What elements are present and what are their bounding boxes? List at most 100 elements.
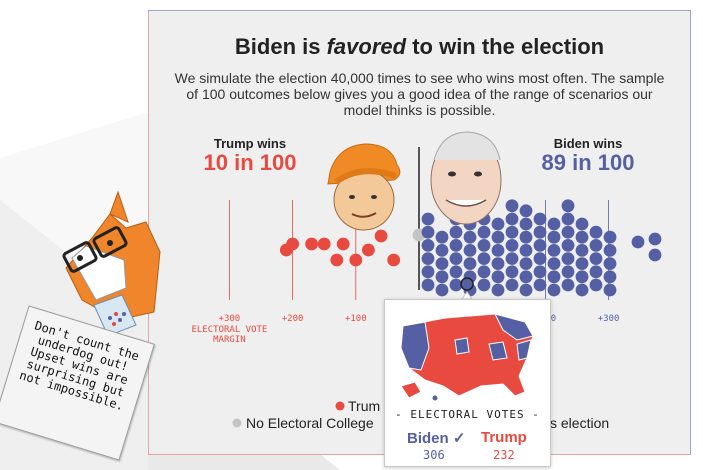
biden-outcome-dot[interactable] — [561, 252, 575, 265]
biden-outcome-dot[interactable] — [463, 230, 477, 244]
biden-outcome-dot[interactable] — [491, 283, 505, 297]
biden-outcome-dot[interactable] — [421, 278, 435, 292]
biden-outcome-dot[interactable] — [533, 252, 547, 265]
biden-outcome-dot[interactable] — [505, 278, 519, 292]
biden-outcome-dot[interactable] — [589, 278, 603, 292]
biden-outcome-dot[interactable] — [589, 265, 603, 279]
biden-outcome-dot[interactable] — [435, 230, 449, 244]
biden-outcome-dot[interactable] — [603, 257, 617, 270]
biden-outcome-dot[interactable] — [421, 239, 435, 252]
biden-outcome-dot[interactable] — [547, 257, 561, 270]
biden-outcome-dot[interactable] — [575, 257, 589, 270]
biden-outcome-dot[interactable] — [589, 252, 603, 265]
highlighted-outcome-dot[interactable] — [460, 277, 474, 291]
biden-outcome-dot[interactable] — [561, 239, 575, 252]
trump-outcome-dot[interactable] — [317, 237, 331, 251]
biden-outcome-dot[interactable] — [547, 217, 561, 231]
biden-outcome-dot[interactable] — [575, 270, 589, 284]
biden-outcome-dot[interactable] — [421, 225, 435, 239]
trump-outcome-dot[interactable] — [387, 253, 401, 267]
biden-outcome-dot[interactable] — [533, 212, 547, 226]
biden-outcome-dot[interactable] — [477, 265, 491, 279]
biden-outcome-dot[interactable] — [463, 257, 477, 270]
biden-outcome-dot[interactable] — [575, 283, 589, 297]
biden-outcome-dot[interactable] — [533, 225, 547, 239]
fox-mascot-illustration — [62, 190, 161, 337]
biden-outcome-dot[interactable] — [575, 230, 589, 244]
biden-outcome-dot[interactable] — [631, 235, 645, 249]
biden-outcome-dot[interactable] — [505, 239, 519, 252]
biden-outcome-dot[interactable] — [435, 257, 449, 270]
biden-outcome-dot[interactable] — [519, 204, 533, 218]
biden-outcome-dot[interactable] — [575, 217, 589, 231]
biden-outcome-dot[interactable] — [519, 270, 533, 284]
biden-outcome-dot[interactable] — [491, 244, 505, 257]
biden-outcome-dot[interactable] — [547, 230, 561, 244]
biden-outcome-dot[interactable] — [603, 230, 617, 244]
biden-outcome-dot[interactable] — [505, 225, 519, 239]
biden-outcome-dot[interactable] — [519, 244, 533, 257]
biden-outcome-dot[interactable] — [519, 257, 533, 270]
biden-outcome-dot[interactable] — [575, 244, 589, 257]
biden-outcome-dot[interactable] — [533, 239, 547, 252]
biden-outcome-dot[interactable] — [491, 230, 505, 244]
biden-outcome-dot[interactable] — [477, 278, 491, 292]
biden-outcome-dot[interactable] — [603, 283, 617, 297]
biden-outcome-dot[interactable] — [505, 212, 519, 226]
trump-outcome-dot[interactable] — [305, 237, 318, 251]
biden-outcome-dot[interactable] — [449, 278, 463, 292]
legend-trump-dot — [335, 401, 345, 411]
biden-outcome-dot[interactable] — [519, 230, 533, 244]
biden-outcome-dot[interactable] — [449, 225, 463, 239]
biden-outcome-dot[interactable] — [505, 252, 519, 265]
biden-outcome-dot[interactable] — [421, 265, 435, 279]
biden-outcome-dot[interactable] — [589, 225, 603, 239]
biden-outcome-dot[interactable] — [505, 199, 519, 213]
biden-outcome-dot[interactable] — [547, 244, 561, 257]
biden-outcome-dot[interactable] — [435, 270, 449, 284]
biden-outcome-dot[interactable] — [463, 244, 477, 257]
biden-outcome-dot[interactable] — [491, 217, 505, 231]
legend-no-majority-text: No Electoral College — [246, 415, 374, 431]
biden-outcome-dot[interactable] — [421, 212, 435, 226]
x-tick-label: +200 — [282, 314, 304, 324]
biden-outcome-dot[interactable] — [449, 252, 463, 265]
biden-outcome-dot[interactable] — [603, 270, 617, 284]
biden-outcome-dot[interactable] — [561, 278, 575, 292]
biden-outcome-dot[interactable] — [519, 283, 533, 297]
trump-outcome-dot[interactable] — [374, 229, 388, 243]
legend-no-majority-dot — [232, 418, 242, 428]
biden-outcome-dot[interactable] — [648, 232, 662, 246]
biden-outcome-dot[interactable] — [603, 244, 617, 257]
biden-outcome-dot[interactable] — [561, 225, 575, 239]
biden-outcome-dot[interactable] — [421, 252, 435, 265]
biden-outcome-dot[interactable] — [561, 265, 575, 279]
biden-outcome-dot[interactable] — [449, 265, 463, 279]
biden-outcome-dot[interactable] — [435, 283, 449, 297]
trump-outcome-dot[interactable] — [286, 237, 299, 251]
biden-outcome-dot[interactable] — [547, 270, 561, 284]
trump-outcome-dot[interactable] — [362, 243, 375, 257]
trump-outcome-dot[interactable] — [330, 253, 344, 267]
biden-outcome-dot[interactable] — [589, 239, 603, 252]
biden-outcome-dot[interactable] — [435, 244, 449, 257]
biden-outcome-dot[interactable] — [561, 199, 575, 213]
biden-outcome-dot[interactable] — [648, 248, 662, 262]
trump-outcome-dot[interactable] — [336, 237, 350, 251]
biden-outcome-dot[interactable] — [533, 265, 547, 279]
biden-outcome-dot[interactable] — [519, 217, 533, 231]
biden-outcome-dot[interactable] — [491, 270, 505, 284]
headline-emphasis: favored — [326, 34, 407, 59]
trump-outcome-dot[interactable] — [349, 253, 363, 267]
biden-outcome-dot[interactable] — [477, 239, 491, 252]
biden-outcome-dot[interactable] — [449, 239, 463, 252]
biden-outcome-dot[interactable] — [547, 283, 561, 297]
biden-outcome-dot[interactable] — [533, 278, 547, 292]
trump-head-illustration — [327, 143, 401, 231]
biden-outcome-dot[interactable] — [477, 225, 491, 239]
biden-outcome-dot[interactable] — [561, 212, 575, 226]
biden-outcome-dot[interactable] — [477, 252, 491, 265]
biden-outcome-dot[interactable] — [491, 257, 505, 270]
biden-outcome-dot[interactable] — [505, 265, 519, 279]
